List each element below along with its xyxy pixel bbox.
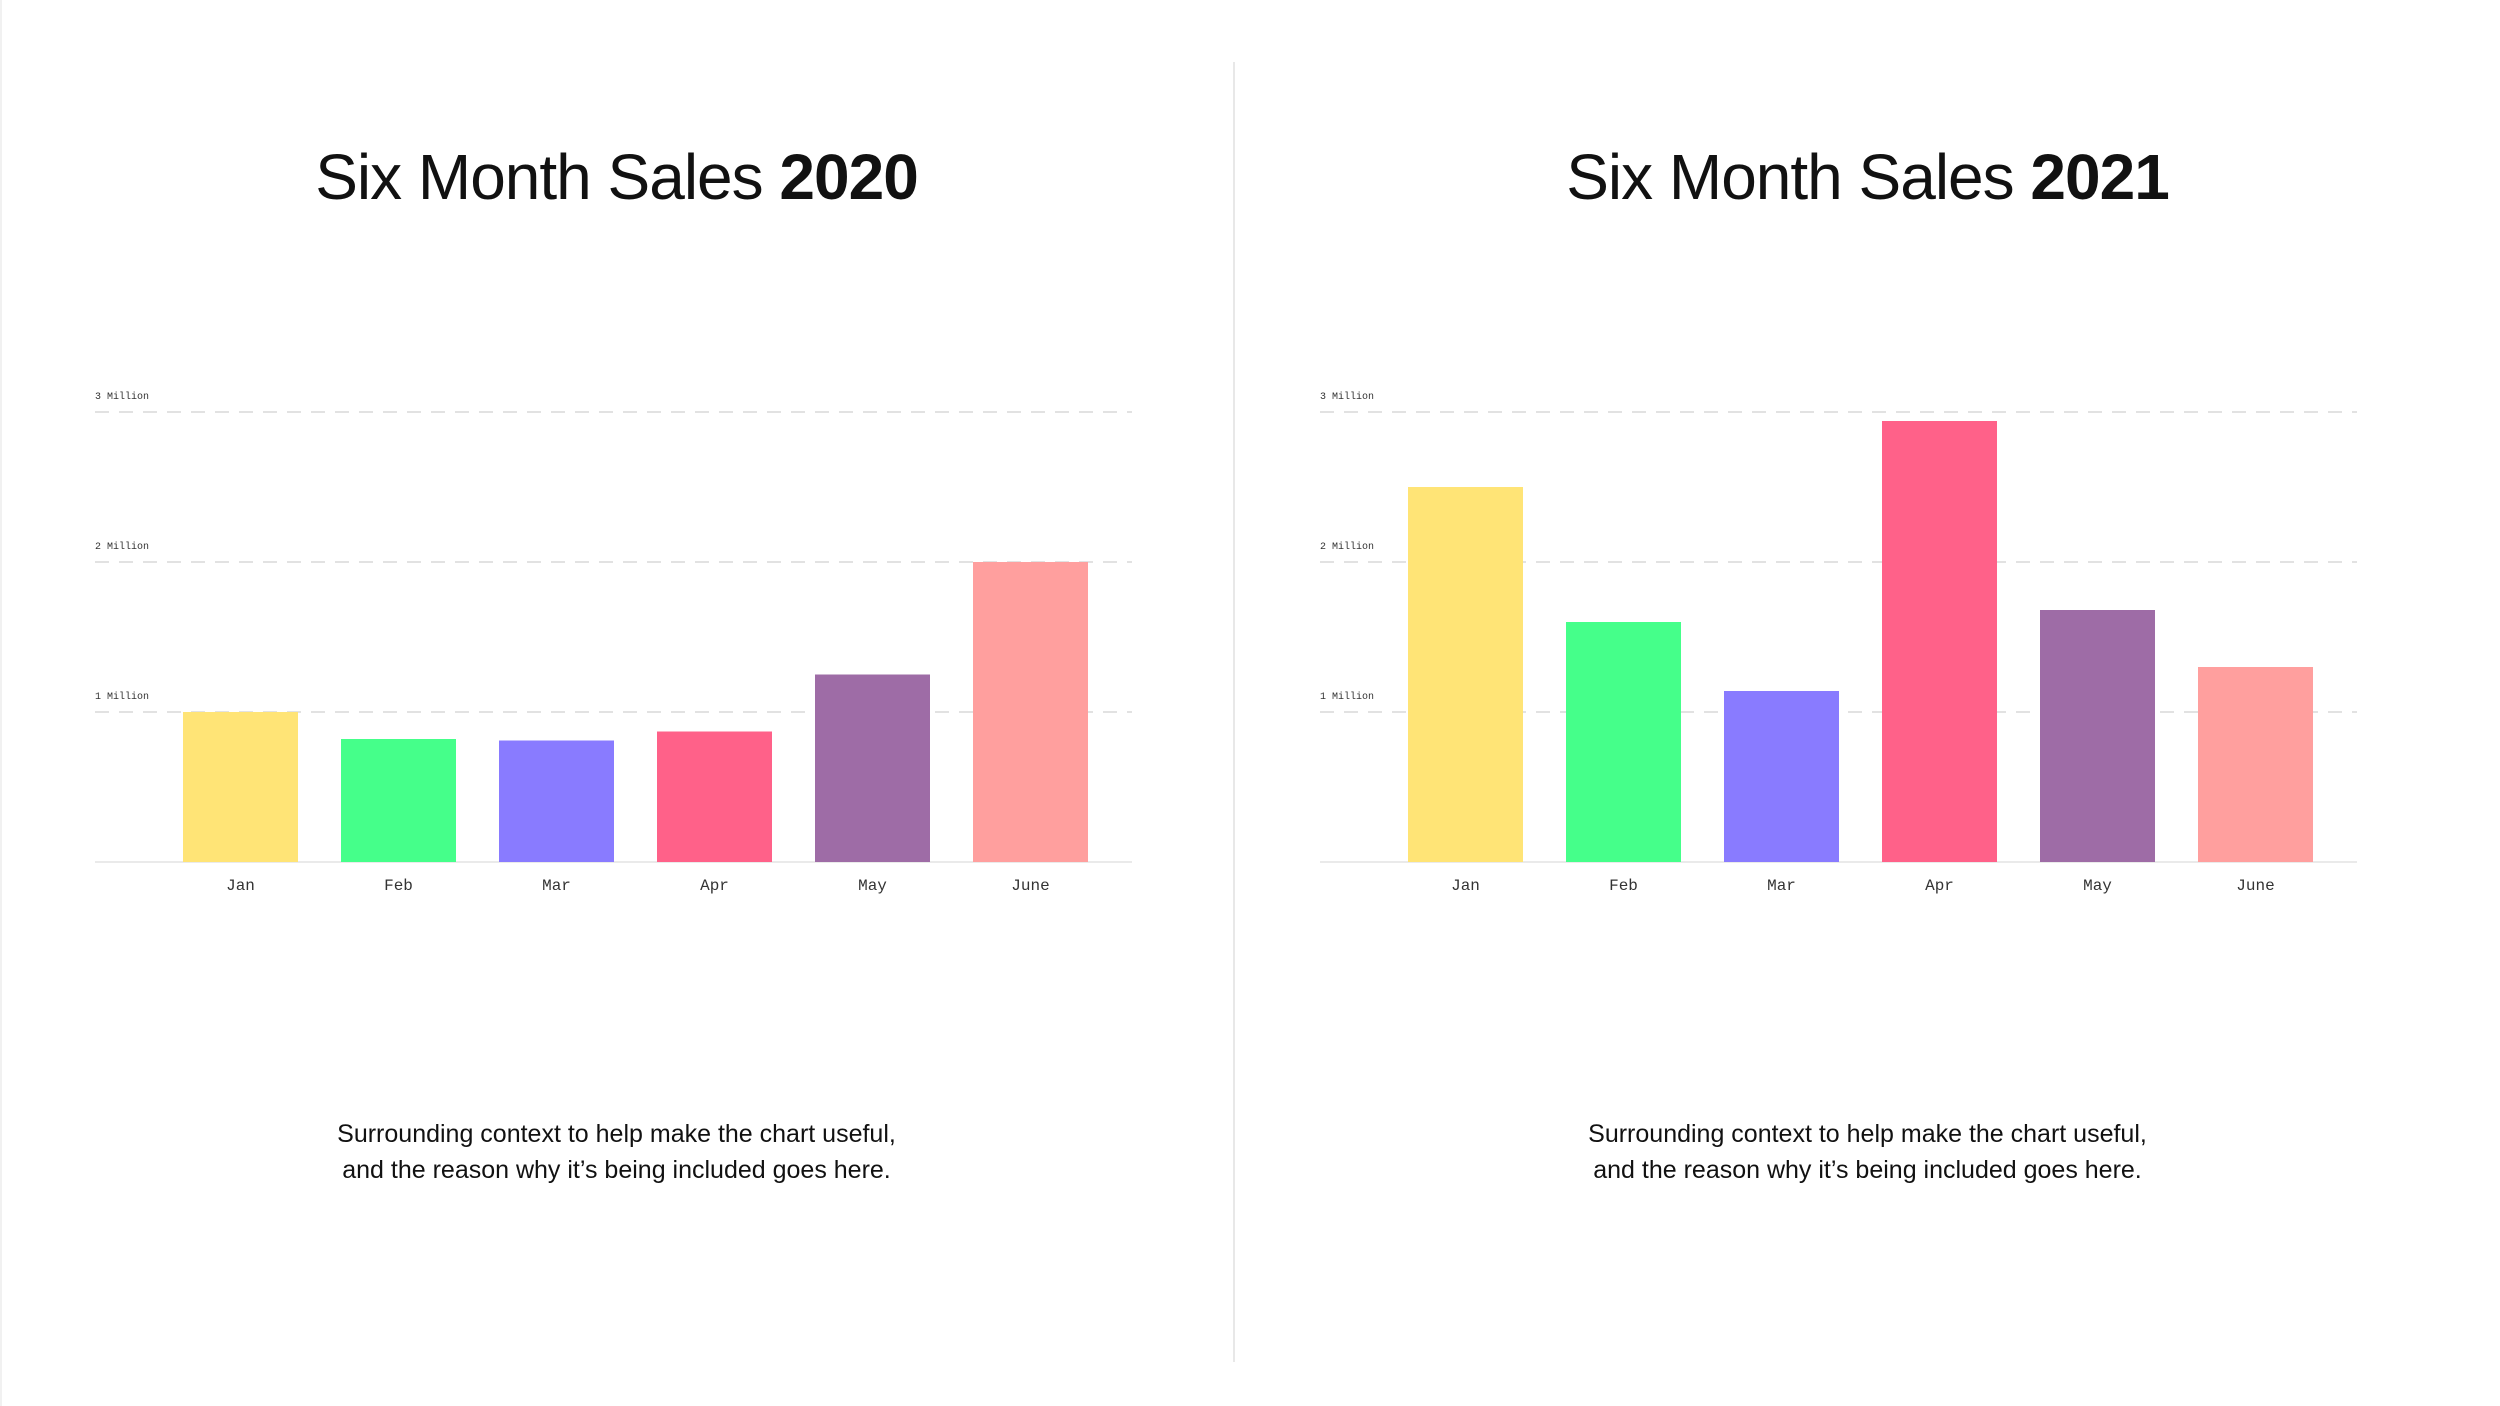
bar-mar <box>499 740 614 862</box>
bar-chart-2020: 1 Million 2 Million 3 Million Jan Feb Mar Apr M… <box>95 391 1132 895</box>
y-tick-label: 2 Million <box>1320 541 1374 553</box>
bar-may <box>2040 610 2155 862</box>
bar-may <box>815 674 930 862</box>
bar-apr <box>1882 421 1997 862</box>
y-tick-label: 1 Million <box>1320 691 1374 703</box>
chart-panel-2021: Six Month Sales 2021 1 Million 2 Million 3… <box>1235 0 2500 1406</box>
bar-jan <box>1408 487 1523 862</box>
panel-divider <box>1233 62 1235 1362</box>
bar-apr <box>657 731 772 862</box>
caption-line-1: Surrounding context to help make the cha… <box>1588 1120 2147 1148</box>
chart-caption: Surrounding context to help make the cha… <box>1235 1116 2500 1188</box>
x-tick-label: May <box>858 877 887 895</box>
x-tick-label: Mar <box>542 877 571 895</box>
x-tick-label: Feb <box>384 877 413 895</box>
chart-title-year: 2020 <box>779 141 918 213</box>
x-tick-label: June <box>2236 877 2274 895</box>
y-tick-label: 1 Million <box>95 691 149 703</box>
bar-june <box>2198 667 2313 862</box>
x-tick-label: Jan <box>226 877 255 895</box>
caption-line-2: and the reason why it’s being included g… <box>342 1156 891 1184</box>
x-tick-label: Jan <box>1451 877 1480 895</box>
x-tick-label: May <box>2083 877 2112 895</box>
y-tick-label: 3 Million <box>1320 391 1374 403</box>
page-left-edge <box>0 0 2 1406</box>
chart-title-year: 2021 <box>2030 141 2169 213</box>
bar-mar <box>1724 691 1839 862</box>
bar-feb <box>1566 622 1681 862</box>
x-tick-label: Feb <box>1609 877 1638 895</box>
chart-title-text: Six Month Sales <box>1566 141 2014 213</box>
bar-jan <box>183 712 298 862</box>
chart-caption: Surrounding context to help make the cha… <box>0 1116 1233 1188</box>
chart-title: Six Month Sales 2021 <box>1235 140 2500 214</box>
chart-title-text: Six Month Sales <box>315 141 763 213</box>
bar-feb <box>341 739 456 862</box>
caption-line-1: Surrounding context to help make the cha… <box>337 1120 896 1148</box>
x-tick-label: Mar <box>1767 877 1796 895</box>
y-tick-label: 3 Million <box>95 391 149 403</box>
chart-title: Six Month Sales 2020 <box>0 140 1233 214</box>
bar-chart-2021: 1 Million 2 Million 3 Million Jan Feb Mar Apr M… <box>1320 391 2357 895</box>
x-tick-label: Apr <box>700 877 729 895</box>
caption-line-2: and the reason why it’s being included g… <box>1593 1156 2142 1184</box>
x-tick-label: Apr <box>1925 877 1954 895</box>
y-tick-label: 2 Million <box>95 541 149 553</box>
chart-panel-2020: Six Month Sales 2020 1 Million 2 Million 3… <box>0 0 1233 1406</box>
x-tick-label: June <box>1011 877 1049 895</box>
bar-june <box>973 562 1088 862</box>
